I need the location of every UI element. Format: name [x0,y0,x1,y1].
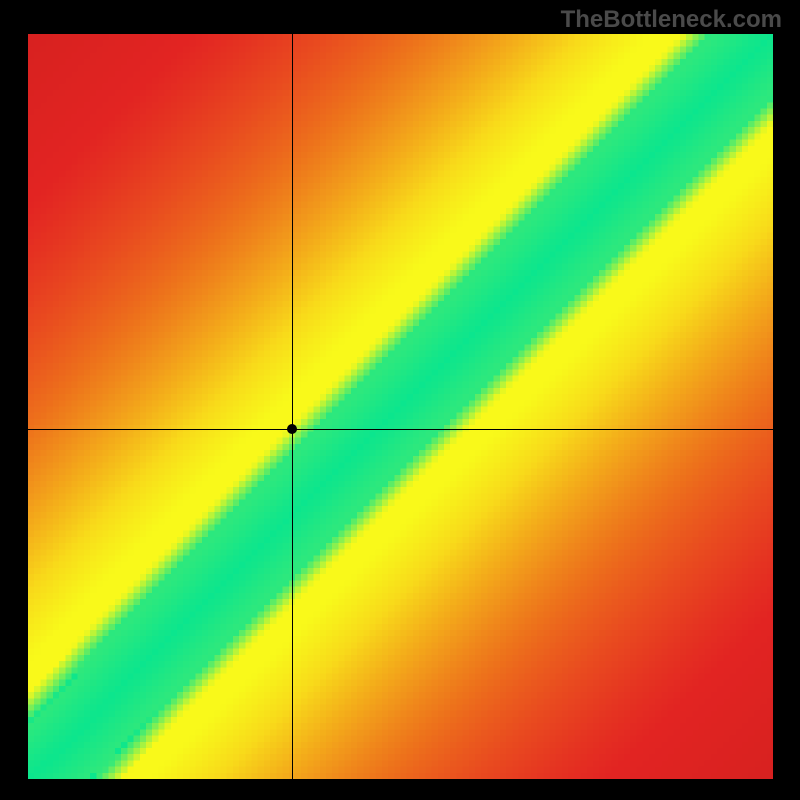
watermark-text: TheBottleneck.com [561,6,782,34]
heatmap-plot [28,34,773,779]
crosshair-vertical [292,34,293,779]
heatmap-canvas [28,34,773,779]
crosshair-horizontal [28,429,773,430]
